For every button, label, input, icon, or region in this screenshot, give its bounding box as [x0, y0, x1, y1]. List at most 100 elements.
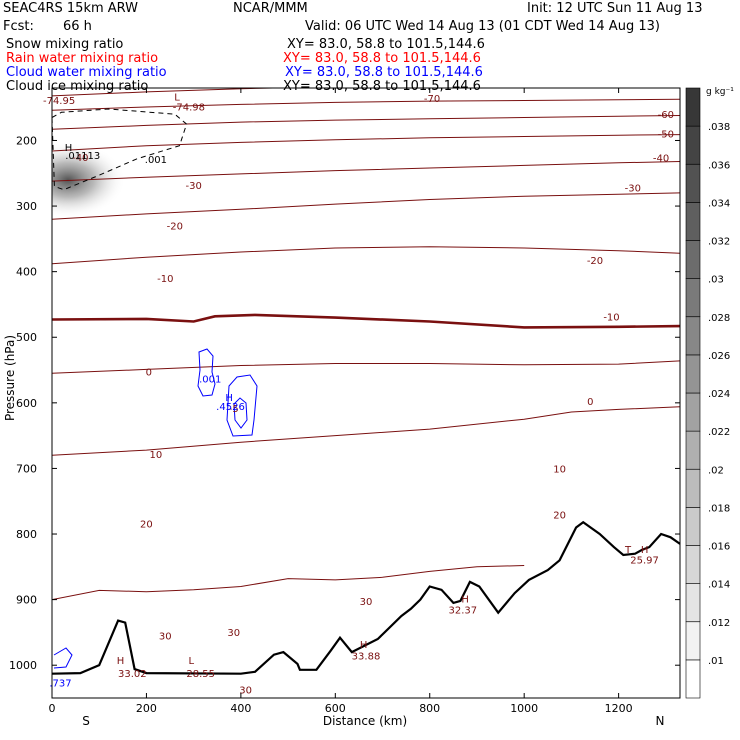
temperature-contour-label: -30: [625, 184, 641, 195]
temperature-contour-label: 33.02: [118, 669, 147, 680]
field-xy-cloud-ice: XY= 83.0, 58.8 to 101.5,144.6: [283, 79, 481, 94]
y-tick-label: 600: [16, 397, 37, 410]
temperature-contour--70: [52, 88, 298, 97]
temperature-contour-30: [52, 565, 525, 601]
temperature-contour--60: [52, 98, 680, 111]
colorbar-tick-label: .038: [708, 122, 730, 133]
colorbar-tick-label: .026: [708, 351, 730, 362]
terrain-line: [51, 520, 681, 675]
temperature-contour-label: 10: [553, 464, 566, 475]
institution: NCAR/MMM: [233, 1, 308, 16]
temperature-contour-label: -10: [603, 312, 619, 323]
temperature-contour-label: H: [641, 545, 649, 556]
temperature-contour-label: -20: [587, 256, 603, 267]
temperature-contour-label: 10: [150, 450, 163, 461]
temperature-contour-label: 0: [146, 367, 152, 378]
temperature-contour-label: H: [117, 656, 125, 667]
x-tick-label: 600: [325, 702, 346, 715]
temperature-contour-label: 20: [140, 520, 153, 531]
colorbar-segment: [685, 583, 701, 622]
field-name-cloud-ice: Cloud ice mixing ratio: [6, 79, 149, 94]
model-title: SEAC4RS 15km ARW: [3, 1, 139, 16]
colorbar-tick-label: .034: [708, 198, 730, 209]
temperature-contour-label: 25.97: [630, 556, 659, 567]
temperature-contour-label: -10: [157, 274, 173, 285]
cloud-water-contour-surface: [53, 647, 73, 669]
cloud-water-label: .001: [199, 375, 221, 386]
cloud-water-contour-upper: [197, 348, 216, 397]
colorbar-segment: [685, 87, 701, 127]
temperature-contour-label: 33.88: [352, 651, 381, 662]
temperature-contour-label: -70: [424, 94, 440, 105]
x-tick-label: 1200: [605, 702, 633, 715]
temperature-contour-label: 30: [159, 632, 172, 643]
init-time: Init: 12 UTC Sun 11 Aug 13: [527, 1, 703, 16]
colorbar: .01 .012 .014 .016 .018 .02 .022 .024 .026 .028 .0…: [685, 87, 734, 699]
x-tick-label: 400: [230, 702, 251, 715]
temperature-contour-label: -30: [186, 181, 202, 192]
colorbar-segment: [685, 545, 701, 584]
field-xy-snow: XY= 83.0, 58.8 to 101.5,144.6: [287, 37, 485, 52]
colorbar-segment: [685, 621, 701, 661]
y-tick-label: 400: [16, 266, 37, 279]
colorbar-segment: [685, 392, 701, 432]
cloud-water-contour-lower-outer: [226, 374, 258, 437]
temperature-contour-label: 30: [360, 597, 373, 608]
temperature-contour--20: [52, 192, 680, 220]
temperature-contour-label: 28.55: [186, 669, 215, 680]
cloud-water-label: H: [225, 393, 233, 404]
colorbar-tick-label: .036: [708, 160, 730, 171]
colorbar-segment: [685, 659, 701, 699]
temperature-contour-0: [52, 313, 680, 329]
colorbar-segment: [685, 278, 701, 318]
temperature-contour-20: [52, 406, 680, 456]
x-tick-label: 0: [49, 702, 56, 715]
temperature-contour-label: -74.95: [43, 96, 75, 107]
temperature-contour-label: -40: [653, 154, 669, 165]
y-tick-label: 300: [16, 200, 37, 213]
contour-labels: -74.95 L-74.98-70-60-50-40-40-30 -30-20-20…: [43, 93, 674, 697]
y-tick-label: 700: [16, 462, 37, 475]
temperature-contour-label: 32.37: [448, 606, 477, 617]
colorbar-tick-label: .014: [708, 580, 730, 591]
snow-contours: [52, 108, 188, 191]
temperature-contour-label: 0: [587, 397, 593, 408]
colorbar-segment: [685, 316, 701, 356]
temperature-contour-label: -40: [72, 153, 88, 164]
field-name-cloud-water: Cloud water mixing ratio: [6, 65, 167, 80]
temperature-contour--40: [52, 134, 680, 152]
field-name-rain: Rain water mixing ratio: [6, 51, 159, 66]
snow-contour-dashed: [52, 108, 188, 191]
y-tick-label: 500: [16, 331, 37, 344]
y-tick-label: 800: [16, 528, 37, 541]
temperature-contour-label: -5: [229, 404, 239, 415]
colorbar-segment: [685, 164, 701, 203]
x-axis-title: Distance (km): [323, 714, 407, 728]
terrain-fill: [52, 522, 680, 698]
temperature-contour--30: [52, 161, 680, 182]
temperature-contour-label: 30: [239, 686, 252, 697]
colorbar-segment: [685, 354, 701, 394]
y-tick-label: 200: [16, 135, 37, 148]
colorbar-segment: [685, 430, 701, 470]
temperature-contour-label: H: [360, 640, 368, 651]
colorbar-segment: [685, 125, 701, 165]
colorbar-tick-label: .022: [708, 427, 730, 438]
cloud-water-label: .4526: [216, 402, 245, 413]
temperature-contour-10: [52, 360, 680, 374]
y-tick-label: 1000: [9, 659, 37, 672]
x-tick-label: 200: [136, 702, 157, 715]
valid-time: Valid: 06 UTC Wed 14 Aug 13 (01 CDT Wed …: [305, 19, 660, 34]
temperature-contour-label: -20: [167, 222, 183, 233]
colorbar-tick-label: .02: [708, 465, 724, 476]
cloud-water-contours: [53, 348, 258, 669]
temperature-contour-label: -74.98: [173, 102, 205, 113]
forecast-hour: 66 h: [63, 19, 92, 34]
cloud-water-contour-lower-inner: [233, 397, 248, 429]
temperature-contour--50: [52, 115, 680, 130]
temperature-contour-label: L: [174, 93, 180, 104]
temperature-contour-label: H: [461, 594, 469, 605]
axes-layer: 0 200 400 600 800 1000 12002003004005006007008…: [3, 88, 680, 728]
colorbar-tick-label: .028: [708, 313, 730, 324]
x-tick-label: 1000: [510, 702, 538, 715]
